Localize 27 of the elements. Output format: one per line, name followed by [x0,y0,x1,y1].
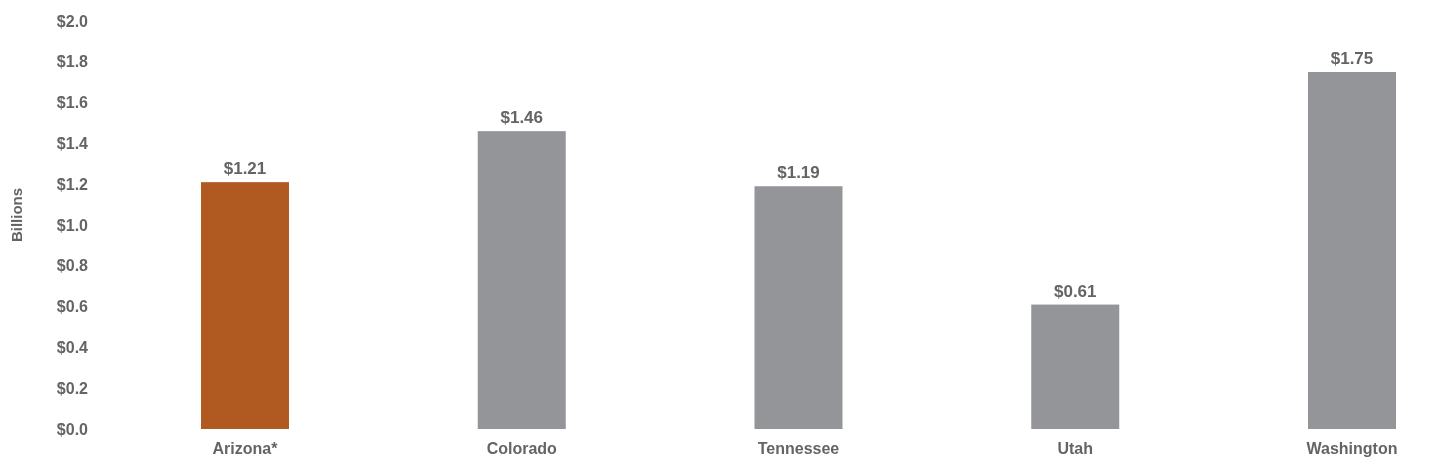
data-label: $1.21 [223,159,267,179]
bar [201,182,289,429]
bar [1031,304,1120,429]
y-tick-label: $1.4 [56,135,89,152]
y-tick-label: $1.8 [56,53,89,71]
x-tick-label: Colorado [486,440,558,457]
data-label: $1.19 [777,163,820,183]
y-tick-label: $0.4 [56,339,89,356]
y-axis-title: Billions [8,187,25,243]
y-tick-label: $0.0 [56,420,89,438]
y-tick-label: $1.0 [56,216,89,234]
x-tick-label: Arizona* [212,440,279,457]
x-tick-label: Tennessee [757,440,840,457]
y-tick-label: $0.8 [56,257,89,275]
data-label: $0.61 [1053,281,1097,301]
y-tick-label: $2.0 [56,12,89,30]
data-label: $1.75 [1330,49,1374,68]
data-label: $1.46 [500,108,544,128]
y-tick-label: $1.6 [56,94,89,112]
y-tick-label: $0.6 [56,298,89,316]
y-tick-label: $1.2 [56,175,89,193]
bar [477,131,566,429]
bar [1308,72,1396,429]
y-tick-label: $0.2 [56,379,89,397]
x-tick-label: Utah [1057,440,1094,457]
bar [754,186,843,429]
x-tick-label: Washington [1306,440,1398,457]
